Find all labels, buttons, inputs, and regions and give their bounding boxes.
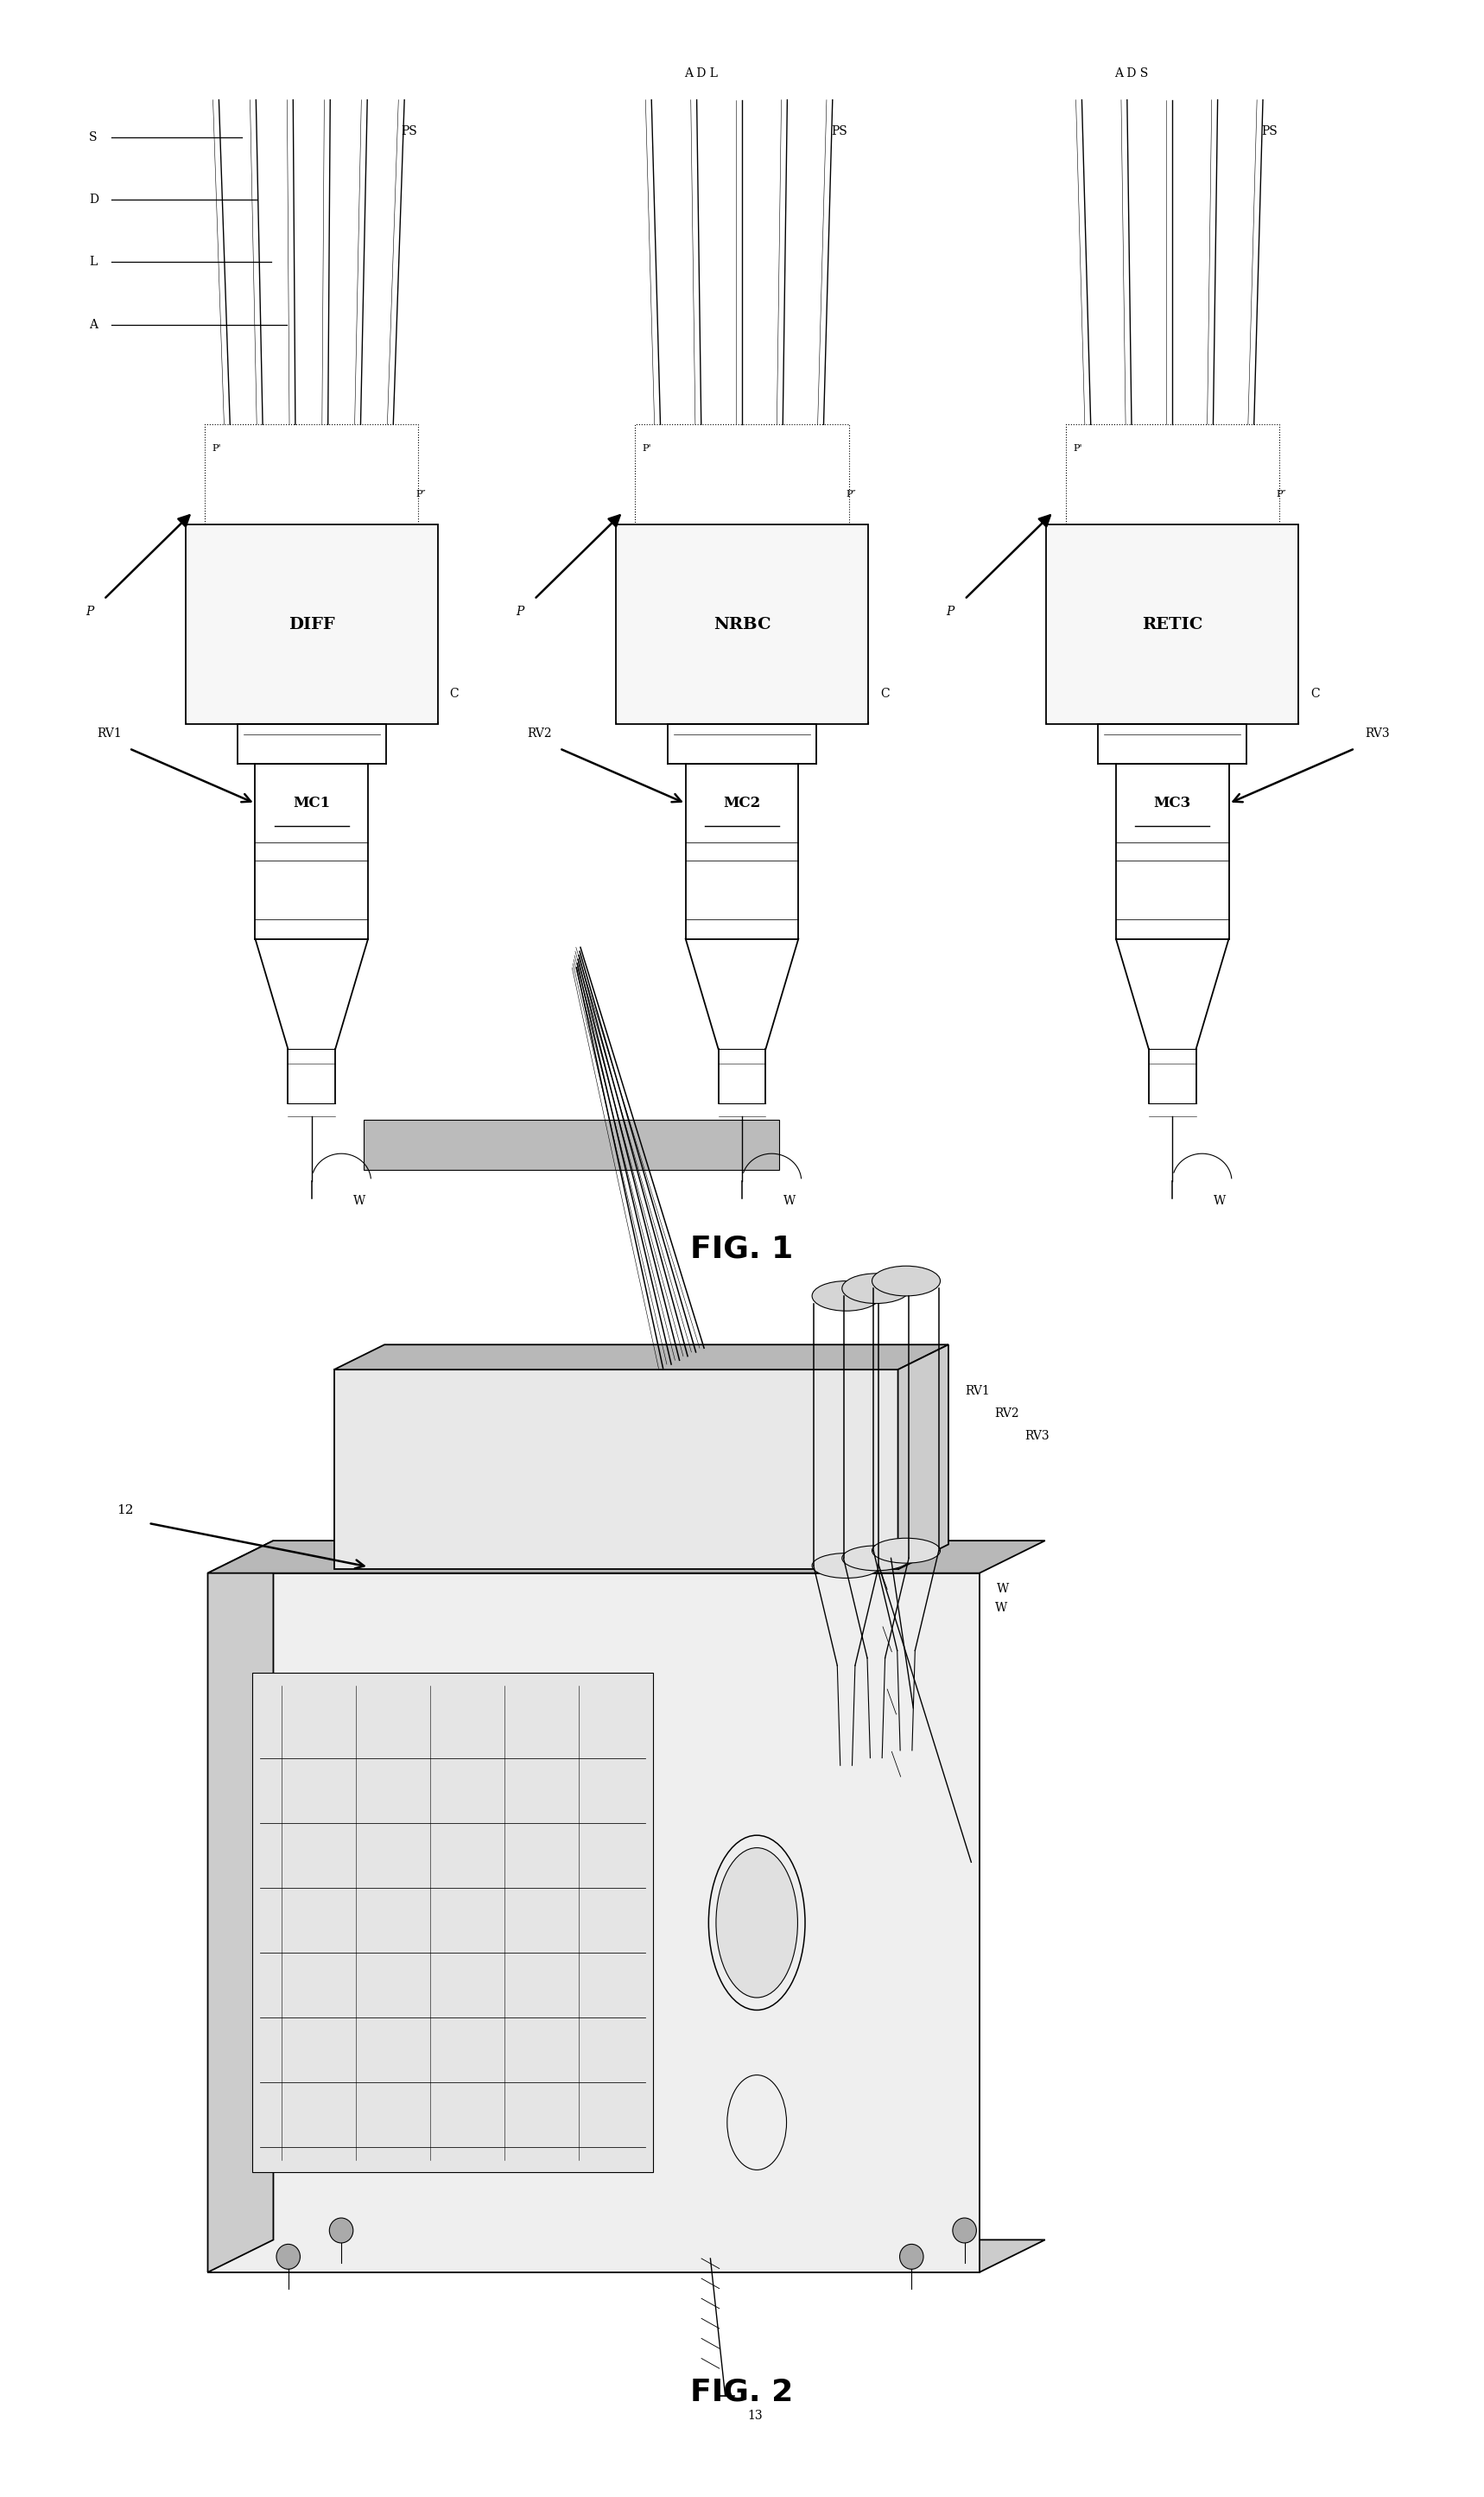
Ellipse shape	[873, 1266, 941, 1296]
Text: D: D	[89, 195, 98, 205]
Text: MC3: MC3	[1153, 797, 1192, 812]
Text: PS: PS	[831, 125, 847, 137]
Text: W: W	[997, 1583, 1009, 1596]
Text: PS: PS	[401, 125, 417, 137]
Text: PS: PS	[1261, 125, 1278, 137]
Ellipse shape	[329, 2217, 353, 2242]
Polygon shape	[208, 1573, 979, 2272]
Text: FIG. 2: FIG. 2	[690, 2377, 794, 2407]
Text: NRBC: NRBC	[714, 617, 770, 632]
Polygon shape	[1046, 524, 1298, 724]
Text: W: W	[994, 1603, 1008, 1613]
Text: A: A	[89, 320, 98, 330]
Text: W: W	[784, 1196, 795, 1206]
Ellipse shape	[812, 1281, 880, 1311]
Polygon shape	[208, 1541, 273, 2272]
Ellipse shape	[812, 1553, 880, 1578]
Text: P': P'	[1073, 444, 1082, 452]
Text: RV2: RV2	[527, 727, 552, 739]
Ellipse shape	[276, 2245, 300, 2270]
Ellipse shape	[873, 1538, 941, 1563]
Text: RV3: RV3	[1365, 727, 1391, 739]
Polygon shape	[334, 1371, 898, 1571]
Text: C: C	[450, 689, 459, 699]
Text: P': P'	[212, 444, 221, 452]
Text: A D S: A D S	[1114, 67, 1149, 80]
Polygon shape	[364, 1119, 779, 1169]
Text: P″: P″	[846, 489, 856, 499]
Text: L: L	[89, 257, 96, 267]
Text: MC1: MC1	[292, 797, 331, 812]
Text: MC2: MC2	[723, 797, 761, 812]
Text: P: P	[947, 607, 954, 617]
Text: P': P'	[643, 444, 651, 452]
Text: 13: 13	[748, 2410, 763, 2422]
Polygon shape	[208, 2240, 1045, 2272]
Text: RV3: RV3	[1025, 1431, 1049, 1441]
Text: RV1: RV1	[96, 727, 122, 739]
Text: C: C	[1310, 689, 1319, 699]
Text: RV2: RV2	[994, 1408, 1020, 1418]
Polygon shape	[616, 524, 868, 724]
Text: RETIC: RETIC	[1143, 617, 1202, 632]
Text: P: P	[86, 607, 93, 617]
Text: RV1: RV1	[965, 1386, 990, 1396]
Ellipse shape	[841, 1273, 910, 1303]
Text: C: C	[880, 689, 889, 699]
Ellipse shape	[899, 2245, 923, 2270]
Ellipse shape	[717, 1848, 798, 1998]
Text: W: W	[353, 1196, 365, 1206]
Text: A D L: A D L	[684, 67, 718, 80]
Ellipse shape	[841, 1546, 910, 1571]
Polygon shape	[898, 1343, 948, 1571]
Text: P″: P″	[416, 489, 426, 499]
Polygon shape	[208, 1541, 1045, 1573]
Polygon shape	[334, 1343, 948, 1371]
Ellipse shape	[953, 2217, 976, 2242]
Text: W: W	[1214, 1196, 1226, 1206]
Polygon shape	[252, 1673, 653, 2172]
Text: P: P	[516, 607, 524, 617]
Text: P″: P″	[1276, 489, 1287, 499]
Text: S: S	[89, 132, 98, 142]
Polygon shape	[186, 524, 438, 724]
Text: FIG. 1: FIG. 1	[690, 1234, 794, 1263]
Text: 12: 12	[117, 1506, 134, 1516]
Text: DIFF: DIFF	[288, 617, 335, 632]
